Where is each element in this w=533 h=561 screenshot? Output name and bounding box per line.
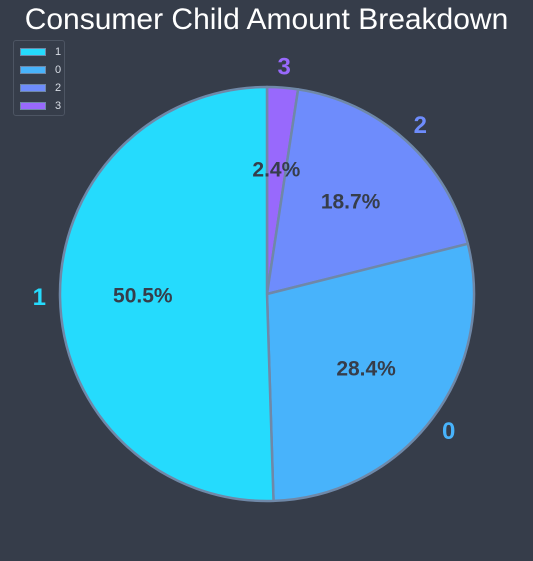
legend-swatch: [20, 102, 46, 110]
pie-slice-0: [265, 242, 476, 503]
legend-label: 1: [55, 46, 62, 58]
pie-category-label: 3: [277, 53, 290, 80]
legend-entry: 2: [20, 81, 64, 95]
pie-percent-labels: 2.4% 18.7% 28.4% 50.5%: [113, 159, 396, 381]
pie-slice-1: [58, 85, 275, 503]
pie-slices: [58, 85, 476, 503]
legend-entry: 0: [20, 63, 64, 77]
legend-entry: 1: [20, 45, 64, 59]
chart-title: Consumer Child Amount Breakdown: [24, 3, 509, 36]
pie-percent-label: 18.7%: [321, 191, 381, 214]
legend-label: 2: [55, 82, 62, 94]
legend: 1 0 2 3: [13, 40, 65, 116]
pie-category-labels: 3 2 0 1: [33, 53, 456, 444]
pie-percent-label: 2.4%: [252, 159, 300, 182]
legend-entry: 3: [20, 99, 64, 113]
legend-swatch: [20, 48, 46, 56]
pie-percent-label: 50.5%: [113, 284, 173, 307]
legend-label: 3: [55, 100, 62, 112]
pie-slice-2: [265, 88, 470, 296]
legend-swatch: [20, 66, 46, 74]
legend-label: 0: [55, 64, 62, 76]
pie-category-label: 1: [33, 284, 46, 311]
legend-swatch: [20, 84, 46, 92]
pie-percent-label: 28.4%: [336, 357, 396, 380]
pie-category-label: 0: [442, 418, 455, 445]
pie-category-label: 2: [414, 112, 427, 139]
